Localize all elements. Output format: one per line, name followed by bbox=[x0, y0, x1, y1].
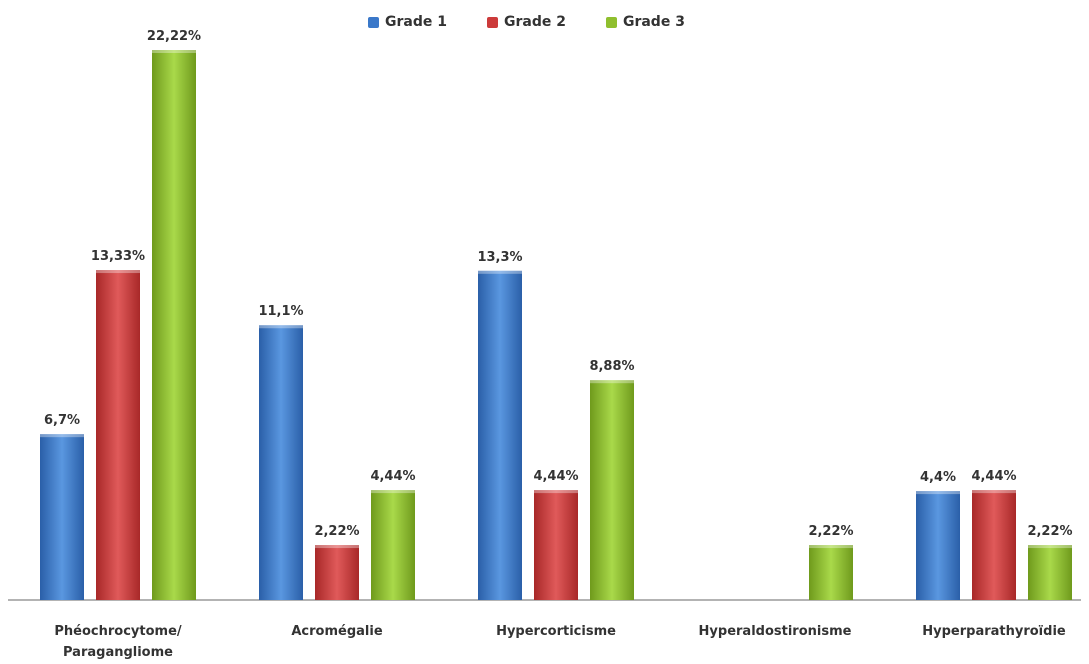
data-label-0-1: 11,1% bbox=[258, 304, 303, 319]
bar-grade-2-4 bbox=[972, 490, 1016, 600]
data-label-1-4: 4,44% bbox=[971, 469, 1016, 484]
category-label-4: Hyperparathyroïdie bbox=[922, 624, 1066, 639]
data-label-2-0: 22,22% bbox=[147, 29, 201, 44]
data-label-2-1: 4,44% bbox=[370, 469, 415, 484]
category-label-2: Hypercorticisme bbox=[496, 624, 616, 639]
bar-grade-3-1 bbox=[371, 490, 415, 600]
bar-highlight-2-4 bbox=[1028, 545, 1072, 549]
category-label-0-line-0: Phéochrocytome/ bbox=[54, 624, 182, 639]
bar-grade-2-1 bbox=[315, 545, 359, 600]
legend-label-grade-1: Grade 1 bbox=[385, 14, 447, 30]
bar-grade-1-4 bbox=[916, 491, 960, 600]
legend-swatch-grade-1 bbox=[368, 16, 379, 28]
category-label-0-line-1: Paragangliome bbox=[63, 645, 173, 660]
data-label-1-1: 2,22% bbox=[314, 524, 359, 539]
bar-highlight-1-0 bbox=[96, 270, 140, 274]
legend-item-grade-2: Grade 2 bbox=[486, 14, 566, 30]
bar-highlight-0-1 bbox=[259, 325, 303, 329]
bar-grade-1-1 bbox=[259, 325, 303, 600]
legend-swatch-grade-2 bbox=[486, 16, 498, 28]
data-label-2-3: 2,22% bbox=[808, 524, 853, 539]
data-label-2-2: 8,88% bbox=[589, 359, 634, 374]
legend-swatch-grade-3 bbox=[605, 16, 617, 28]
data-label-0-4: 4,4% bbox=[920, 470, 956, 485]
category-label-3: Hyperaldostironisme bbox=[699, 624, 852, 639]
data-label-2-4: 2,22% bbox=[1027, 524, 1072, 539]
legend-item-grade-1: Grade 1 bbox=[368, 14, 447, 30]
bar-grade-3-0 bbox=[152, 50, 196, 600]
bar-grade-1-2 bbox=[478, 270, 522, 600]
bar-grade-1-0 bbox=[40, 434, 84, 600]
bar-grade-2-0 bbox=[96, 270, 140, 600]
bar-grade-3-4 bbox=[1028, 545, 1072, 600]
bar-highlight-0-0 bbox=[40, 434, 84, 438]
legend-item-grade-3: Grade 3 bbox=[605, 14, 685, 30]
bar-grade-2-2 bbox=[534, 490, 578, 600]
bar-highlight-1-2 bbox=[534, 490, 578, 494]
bar-highlight-2-0 bbox=[152, 50, 196, 53]
legend-label-grade-3: Grade 3 bbox=[622, 14, 685, 30]
data-label-1-0: 13,33% bbox=[91, 249, 145, 264]
data-label-1-2: 4,44% bbox=[533, 469, 578, 484]
bar-highlight-0-4 bbox=[916, 491, 960, 495]
bar-grade-3-3 bbox=[809, 545, 853, 600]
bar-highlight-2-1 bbox=[371, 490, 415, 494]
legend: Grade 1 Grade 2 Grade 3 bbox=[368, 14, 685, 30]
bar-highlight-2-3 bbox=[809, 545, 853, 549]
bar-highlight-1-4 bbox=[972, 490, 1016, 494]
bar-highlight-1-1 bbox=[315, 545, 359, 549]
category-label-1: Acromégalie bbox=[291, 624, 382, 639]
data-label-0-2: 13,3% bbox=[477, 250, 522, 265]
legend-label-grade-2: Grade 2 bbox=[503, 14, 566, 30]
bar-highlight-0-2 bbox=[478, 270, 522, 274]
bar-highlight-2-2 bbox=[590, 380, 634, 384]
bar-grade-3-2 bbox=[590, 380, 634, 600]
data-label-0-0: 6,7% bbox=[44, 413, 80, 428]
